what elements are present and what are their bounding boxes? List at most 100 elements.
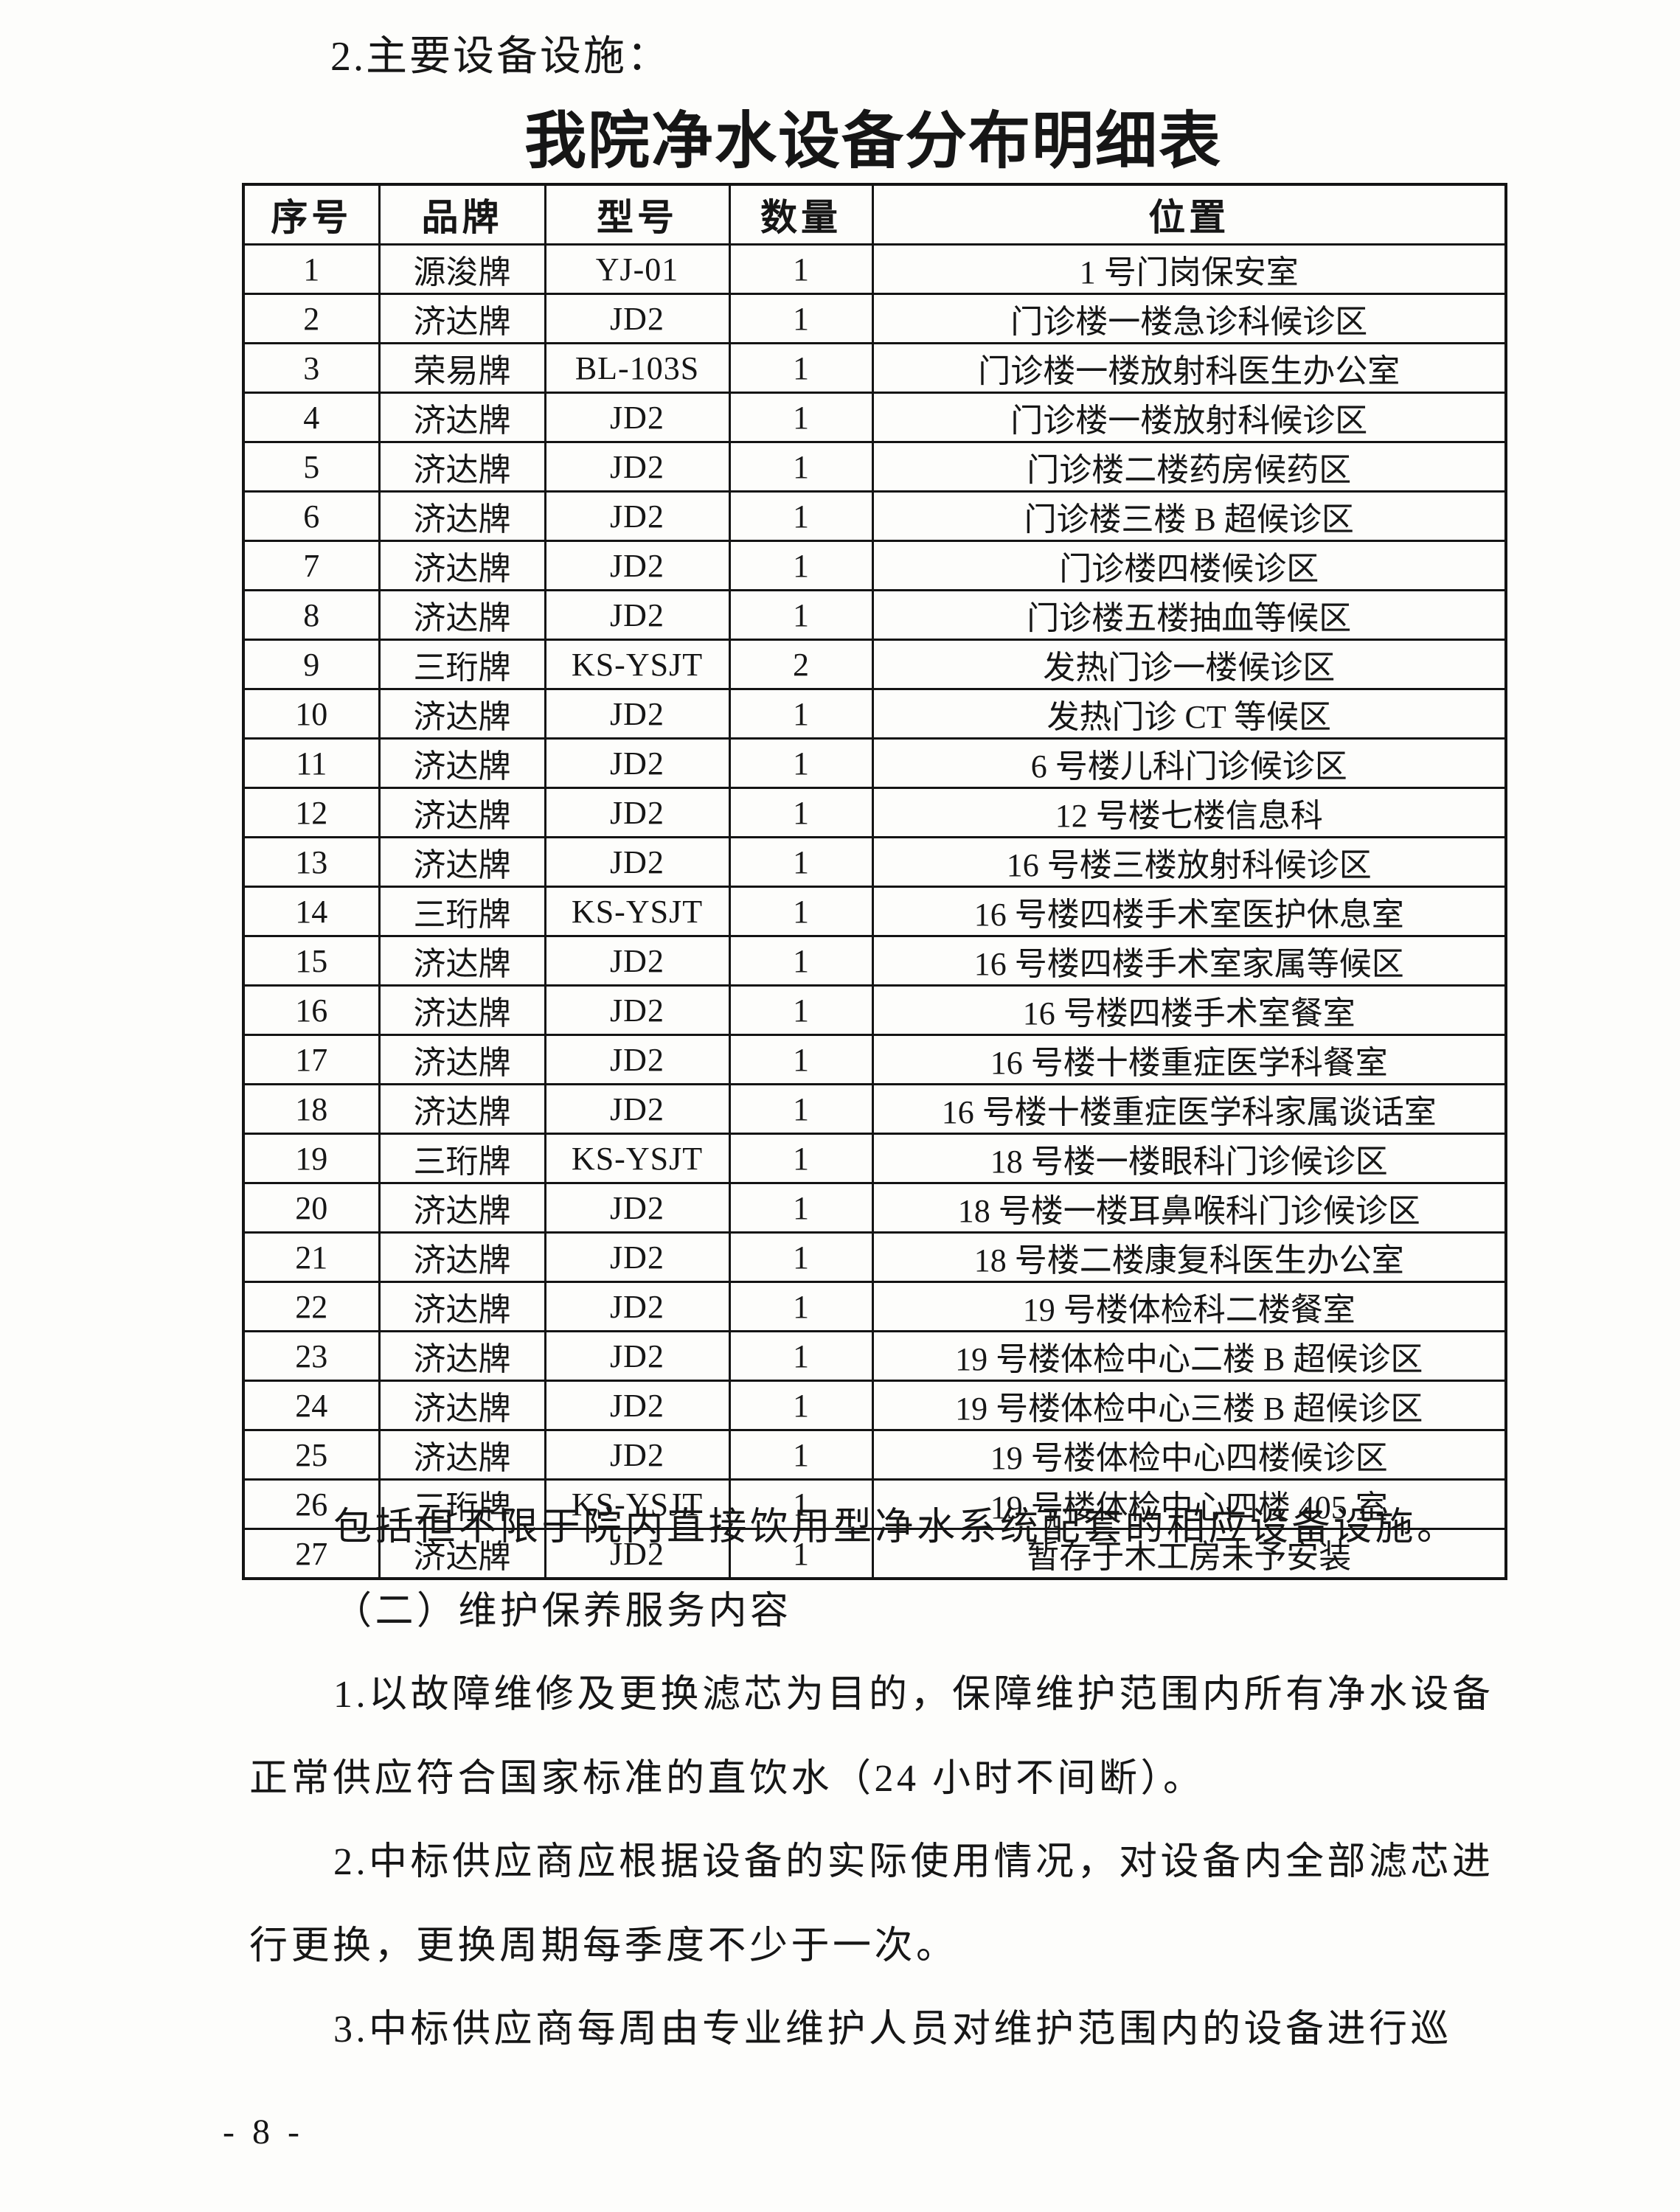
cell-brand: 济达牌: [378, 293, 546, 344]
cell-quantity: 1: [728, 1182, 874, 1234]
cell-model: JD2: [544, 1231, 731, 1283]
cell-brand: 源浚牌: [378, 243, 546, 295]
cell-quantity: 1: [728, 1034, 874, 1085]
cell-quantity: 1: [728, 836, 874, 888]
col-header-model: 型号: [544, 183, 731, 246]
table-row: 16 济达牌 JD2 1 16 号楼四楼手术室餐室: [242, 984, 1507, 1036]
table-row: 24 济达牌 JD2 1 19 号楼体检中心三楼 B 超候诊区: [242, 1380, 1507, 1431]
cell-quantity: 1: [728, 787, 874, 838]
col-header-location: 位置: [871, 183, 1507, 246]
table-row: 25 济达牌 JD2 1 19 号楼体检中心四楼候诊区: [242, 1429, 1507, 1481]
cell-no: 7: [242, 540, 381, 591]
cell-brand: 济达牌: [378, 1528, 546, 1580]
cell-brand: 济达牌: [378, 787, 546, 838]
table-row: 4 济达牌 JD2 1 门诊楼一楼放射科候诊区: [242, 392, 1507, 443]
cell-no: 14: [242, 886, 381, 937]
cell-model: JD2: [544, 1083, 731, 1135]
cell-brand: 三珩牌: [378, 1478, 546, 1530]
cell-no: 27: [242, 1528, 381, 1580]
text-line: 1.以故障维修及更换滤芯为目的，保障维护范围内所有净水设备: [333, 1674, 1494, 1716]
equipment-table: 序号 品牌 型号 数量 位置 1 源浚牌 YJ-01 1 1 号门岗保安室 2 济达牌 JD2…: [242, 183, 1507, 1580]
cell-quantity: 1: [728, 1231, 874, 1283]
cell-no: 4: [242, 392, 381, 443]
table-row: 2 济达牌 JD2 1 门诊楼一楼急诊科候诊区: [242, 293, 1507, 344]
cell-brand: 济达牌: [378, 540, 546, 591]
cell-no: 16: [242, 984, 381, 1036]
cell-location: 门诊楼三楼 B 超候诊区: [871, 490, 1507, 542]
cell-quantity: 1: [728, 1330, 874, 1382]
cell-location: 门诊楼一楼放射科医生办公室: [871, 342, 1507, 394]
table-row: 26 三珩牌 KS-YSJT 1 19 号楼体检中心四楼 405 室: [242, 1478, 1507, 1530]
table-row: 1 源浚牌 YJ-01 1 1 号门岗保安室: [242, 243, 1507, 295]
cell-brand: 三珩牌: [378, 639, 546, 690]
cell-brand: 济达牌: [378, 688, 546, 740]
table-row: 21 济达牌 JD2 1 18 号楼二楼康复科医生办公室: [242, 1231, 1507, 1283]
cell-location: 16 号楼十楼重症医学科餐室: [871, 1034, 1507, 1085]
cell-model: JD2: [544, 836, 731, 888]
cell-quantity: 1: [728, 886, 874, 937]
cell-model: YJ-01: [544, 243, 731, 295]
cell-model: JD2: [544, 293, 731, 344]
cell-model: JD2: [544, 490, 731, 542]
cell-quantity: 1: [728, 1083, 874, 1135]
cell-model: KS-YSJT: [544, 639, 731, 690]
cell-no: 25: [242, 1429, 381, 1481]
cell-brand: 济达牌: [378, 1330, 546, 1382]
cell-quantity: 1: [728, 1528, 874, 1580]
cell-model: JD2: [544, 540, 731, 591]
table-row: 3 荣易牌 BL-103S 1 门诊楼一楼放射科医生办公室: [242, 342, 1507, 394]
cell-quantity: 1: [728, 441, 874, 493]
cell-brand: 济达牌: [378, 935, 546, 987]
cell-no: 17: [242, 1034, 381, 1085]
table-row: 9 三珩牌 KS-YSJT 2 发热门诊一楼候诊区: [242, 639, 1507, 690]
cell-location: 发热门诊 CT 等候区: [871, 688, 1507, 740]
cell-no: 1: [242, 243, 381, 295]
cell-model: JD2: [544, 787, 731, 838]
cell-location: 6 号楼儿科门诊候诊区: [871, 737, 1507, 789]
cell-brand: 济达牌: [378, 490, 546, 542]
cell-no: 20: [242, 1182, 381, 1234]
cell-no: 11: [242, 737, 381, 789]
cell-location: 16 号楼四楼手术室餐室: [871, 984, 1507, 1036]
cell-quantity: 2: [728, 639, 874, 690]
cell-model: JD2: [544, 1528, 731, 1580]
cell-no: 19: [242, 1133, 381, 1184]
cell-model: JD2: [544, 441, 731, 493]
cell-no: 12: [242, 787, 381, 838]
table-row: 15 济达牌 JD2 1 16 号楼四楼手术室家属等候区: [242, 935, 1507, 987]
table-row: 10 济达牌 JD2 1 发热门诊 CT 等候区: [242, 688, 1507, 740]
cell-brand: 三珩牌: [378, 1133, 546, 1184]
cell-location: 18 号楼一楼眼科门诊候诊区: [871, 1133, 1507, 1184]
cell-model: JD2: [544, 1380, 731, 1431]
cell-model: JD2: [544, 1330, 731, 1382]
table-row: 23 济达牌 JD2 1 19 号楼体检中心二楼 B 超候诊区: [242, 1330, 1507, 1382]
col-header-quantity: 数量: [728, 183, 874, 246]
cell-brand: 济达牌: [378, 589, 546, 641]
table-row: 14 三珩牌 KS-YSJT 1 16 号楼四楼手术室医护休息室: [242, 886, 1507, 937]
cell-model: KS-YSJT: [544, 886, 731, 937]
table-row: 8 济达牌 JD2 1 门诊楼五楼抽血等候区: [242, 589, 1507, 641]
cell-quantity: 1: [728, 935, 874, 987]
cell-model: JD2: [544, 935, 731, 987]
cell-model: KS-YSJT: [544, 1133, 731, 1184]
cell-no: 23: [242, 1330, 381, 1382]
cell-quantity: 1: [728, 540, 874, 591]
table-row: 27 济达牌 JD2 1 暂存于木工房未予安装: [242, 1528, 1507, 1580]
cell-location: 19 号楼体检中心二楼 B 超候诊区: [871, 1330, 1507, 1382]
cell-location: 16 号楼四楼手术室医护休息室: [871, 886, 1507, 937]
cell-no: 21: [242, 1231, 381, 1283]
cell-no: 5: [242, 441, 381, 493]
cell-no: 8: [242, 589, 381, 641]
cell-location: 发热门诊一楼候诊区: [871, 639, 1507, 690]
text-line: 3.中标供应商每周由专业维护人员对维护范围内的设备进行巡: [333, 2008, 1453, 2051]
cell-model: JD2: [544, 1182, 731, 1234]
cell-quantity: 1: [728, 243, 874, 295]
cell-location: 12 号楼七楼信息科: [871, 787, 1507, 838]
cell-model: JD2: [544, 984, 731, 1036]
cell-quantity: 1: [728, 1133, 874, 1184]
cell-no: 22: [242, 1281, 381, 1332]
cell-model: JD2: [544, 589, 731, 641]
table-title: 我院净水设备分布明细表: [524, 108, 1222, 176]
cell-quantity: 1: [728, 1429, 874, 1481]
